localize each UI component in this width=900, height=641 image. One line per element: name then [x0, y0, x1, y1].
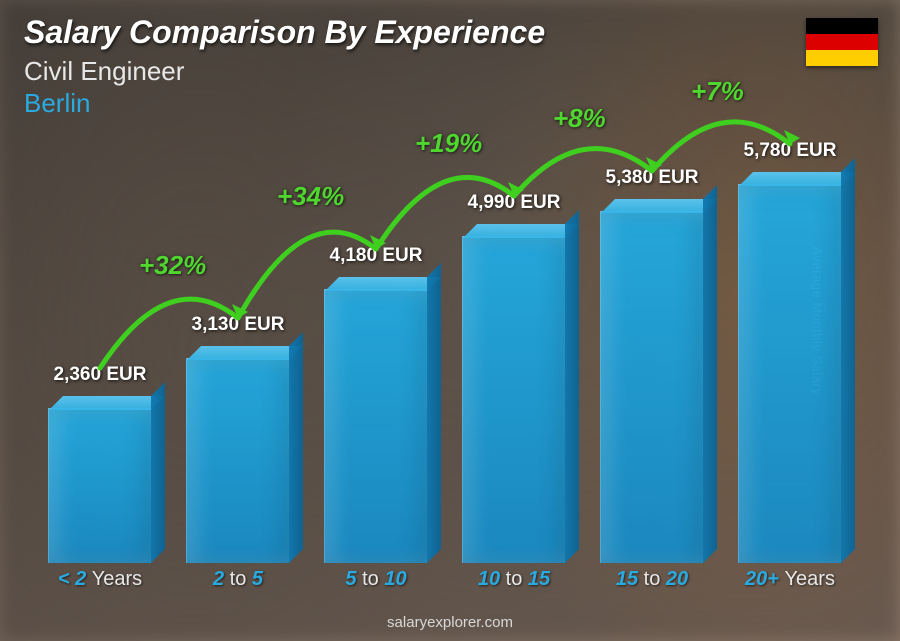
bar-group: 5,780 EUR20+ Years [730, 184, 850, 563]
flag-stripe-red [806, 34, 878, 50]
bar-value-label: 5,380 EUR [606, 167, 699, 189]
bar [186, 358, 290, 563]
percent-increase-label: +8% [553, 103, 606, 134]
chart-subtitle-role: Civil Engineer [24, 56, 184, 87]
bar [738, 184, 842, 563]
bar-value-label: 4,180 EUR [330, 245, 423, 267]
bar-group: 3,130 EUR2 to 5 [178, 358, 298, 563]
bar-value-label: 2,360 EUR [54, 364, 147, 386]
infographic-container: Salary Comparison By Experience Civil En… [0, 0, 900, 641]
germany-flag-icon [806, 18, 878, 66]
bar [48, 408, 152, 563]
flag-stripe-black [806, 18, 878, 34]
percent-increase-label: +34% [277, 181, 344, 212]
bar-value-label: 4,990 EUR [468, 192, 561, 214]
bar-x-label: 10 to 15 [478, 568, 550, 591]
bar-chart: 2,360 EUR< 2 Years3,130 EUR2 to 5+32%4,1… [40, 111, 860, 591]
bar-group: 2,360 EUR< 2 Years [40, 408, 160, 563]
bar-x-label: 2 to 5 [213, 568, 263, 591]
chart-title: Salary Comparison By Experience [24, 14, 545, 51]
bar-group: 5,380 EUR15 to 20 [592, 211, 712, 563]
bar [324, 289, 428, 563]
bar [462, 236, 566, 563]
percent-increase-label: +32% [139, 250, 206, 281]
bar-x-label: < 2 Years [58, 568, 142, 591]
bar-group: 4,180 EUR5 to 10 [316, 289, 436, 563]
source-credit: salaryexplorer.com [387, 614, 513, 631]
bar-value-label: 3,130 EUR [192, 314, 285, 336]
bar [600, 211, 704, 563]
bar-group: 4,990 EUR10 to 15 [454, 236, 574, 563]
percent-increase-label: +7% [691, 76, 744, 107]
flag-stripe-gold [806, 50, 878, 66]
bar-x-label: 15 to 20 [616, 568, 688, 591]
percent-increase-label: +19% [415, 128, 482, 159]
bar-x-label: 20+ Years [745, 568, 835, 591]
bar-value-label: 5,780 EUR [744, 140, 837, 162]
bar-x-label: 5 to 10 [345, 568, 406, 591]
